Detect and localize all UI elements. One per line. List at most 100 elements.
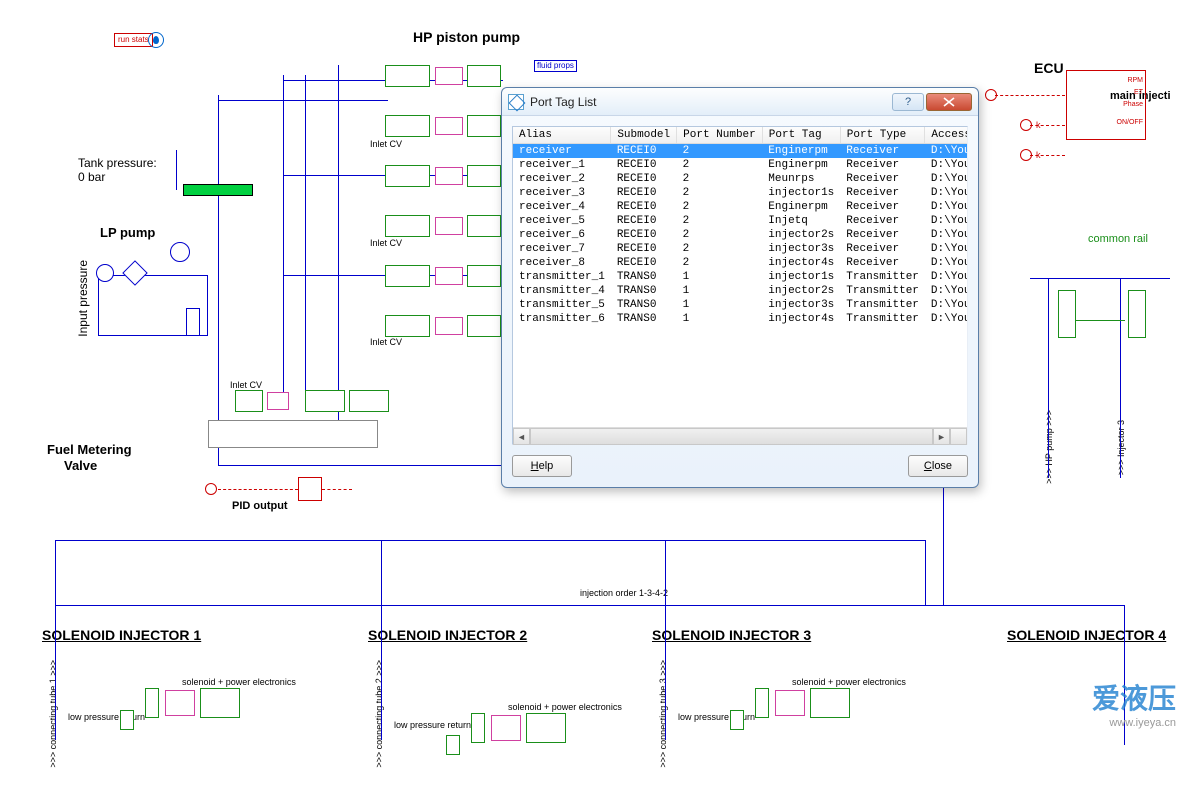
table-row[interactable]: receiver_2RECEI02MeunrpsReceiverD:\Youxu… bbox=[513, 172, 967, 186]
watermark: 爱液压 bbox=[1092, 677, 1176, 717]
injector3-arrow-label: >>> Injector 3 bbox=[1116, 420, 1126, 475]
pump-piston bbox=[435, 117, 463, 135]
pump-piston bbox=[435, 67, 463, 85]
table-cell: receiver_1 bbox=[513, 158, 611, 172]
table-cell: receiver_4 bbox=[513, 200, 611, 214]
table-cell: Meunrps bbox=[762, 172, 840, 186]
table-header[interactable]: Port Number bbox=[677, 127, 763, 144]
close-button[interactable]: Close bbox=[908, 455, 968, 477]
injection-order-label: injection order 1-3-4-2 bbox=[580, 588, 668, 598]
pump-block bbox=[385, 265, 430, 287]
table-row[interactable]: transmitter_4TRANS01injector2sTransmitte… bbox=[513, 284, 967, 298]
titlebar-help-button[interactable]: ? bbox=[892, 93, 924, 111]
scroll-left-arrow[interactable]: ◄ bbox=[513, 428, 530, 445]
table-cell: receiver_3 bbox=[513, 186, 611, 200]
table-cell: Transmitter bbox=[840, 270, 925, 284]
fuel-metering-valve-label-1: Fuel Metering bbox=[47, 442, 132, 457]
table-cell: D:\Youxun\m bbox=[925, 242, 967, 256]
pump-block bbox=[385, 215, 430, 237]
table-cell: injector4s bbox=[762, 312, 840, 326]
fuel-metering-valve-block bbox=[208, 420, 378, 448]
lp-pump-icon bbox=[170, 242, 190, 262]
table-cell: 2 bbox=[677, 214, 763, 228]
fmv-block bbox=[305, 390, 345, 412]
table-cell: 2 bbox=[677, 144, 763, 159]
table-cell: Receiver bbox=[840, 144, 925, 159]
table-row[interactable]: transmitter_6TRANS01injector4sTransmitte… bbox=[513, 312, 967, 326]
table-row[interactable]: transmitter_5TRANS01injector3sTransmitte… bbox=[513, 298, 967, 312]
dialog-titlebar[interactable]: Port Tag List ? bbox=[502, 88, 978, 116]
table-cell: 2 bbox=[677, 186, 763, 200]
table-cell: injector2s bbox=[762, 228, 840, 242]
table-cell: injector2s bbox=[762, 284, 840, 298]
table-cell: receiver_5 bbox=[513, 214, 611, 228]
table-cell: TRANS0 bbox=[611, 312, 677, 326]
table-row[interactable]: transmitter_1TRANS01injector1sTransmitte… bbox=[513, 270, 967, 284]
lp-relief bbox=[186, 308, 200, 336]
pump-block bbox=[467, 115, 501, 137]
table-header[interactable]: Submodel bbox=[611, 127, 677, 144]
common-rail-label: common rail bbox=[1088, 233, 1148, 245]
table-cell: 2 bbox=[677, 200, 763, 214]
table-row[interactable]: receiver_8RECEI02injector4sReceiverD:\Yo… bbox=[513, 256, 967, 270]
fmv-block bbox=[267, 392, 289, 410]
pump-block bbox=[467, 215, 501, 237]
table-header[interactable]: Alias bbox=[513, 127, 611, 144]
table-cell: RECEI0 bbox=[611, 214, 677, 228]
table-row[interactable]: receiver_6RECEI02injector2sReceiverD:\Yo… bbox=[513, 228, 967, 242]
table-cell: injector1s bbox=[762, 270, 840, 284]
table-row[interactable]: receiver_5RECEI02InjetqReceiverD:\Youxun… bbox=[513, 214, 967, 228]
table-cell: Receiver bbox=[840, 200, 925, 214]
table-cell: D:\Youxun\m bbox=[925, 200, 967, 214]
table-row[interactable]: receiver_1RECEI02EnginerpmReceiverD:\You… bbox=[513, 158, 967, 172]
table-cell: RECEI0 bbox=[611, 242, 677, 256]
titlebar-close-button[interactable] bbox=[926, 93, 972, 111]
injector-2-block bbox=[386, 685, 666, 795]
table-cell: transmitter_6 bbox=[513, 312, 611, 326]
injector-3-block bbox=[670, 660, 950, 770]
port-tag-table[interactable]: AliasSubmodelPort NumberPort TagPort Typ… bbox=[513, 127, 967, 326]
solenoid-injector-3-label: SOLENOID INJECTOR 3 bbox=[652, 627, 811, 643]
table-cell: 1 bbox=[677, 312, 763, 326]
solenoid-injector-2-label: SOLENOID INJECTOR 2 bbox=[368, 627, 527, 643]
help-button[interactable]: Help bbox=[512, 455, 572, 477]
connecting-tube-1-label: >>> connecting tube 1 >>> bbox=[48, 660, 58, 768]
table-cell: transmitter_5 bbox=[513, 298, 611, 312]
connecting-tube-2-label: >>> connecting tube 2 >>> bbox=[374, 660, 384, 768]
table-header[interactable]: Port Type bbox=[840, 127, 925, 144]
table-cell: RECEI0 bbox=[611, 158, 677, 172]
receiver-block bbox=[183, 184, 253, 196]
table-cell: D:\Youxun\m bbox=[925, 298, 967, 312]
horizontal-scrollbar[interactable]: ◄ ► bbox=[513, 427, 967, 444]
fmv-block bbox=[349, 390, 389, 412]
table-cell: RECEI0 bbox=[611, 144, 677, 159]
table-header[interactable]: Port Tag bbox=[762, 127, 840, 144]
table-cell: TRANS0 bbox=[611, 284, 677, 298]
pump-block bbox=[385, 115, 430, 137]
ecu-port-k: k bbox=[1036, 120, 1041, 130]
table-cell: Enginerpm bbox=[762, 144, 840, 159]
table-row[interactable]: receiver_7RECEI02injector3sReceiverD:\Yo… bbox=[513, 242, 967, 256]
table-cell: 2 bbox=[677, 256, 763, 270]
table-cell: 2 bbox=[677, 242, 763, 256]
ecu-port-icon bbox=[1020, 119, 1032, 131]
table-cell: 1 bbox=[677, 270, 763, 284]
lp-gauge bbox=[96, 264, 114, 282]
table-cell: D:\Youxun\m bbox=[925, 270, 967, 284]
table-cell: RECEI0 bbox=[611, 200, 677, 214]
pump-block bbox=[467, 265, 501, 287]
table-row[interactable]: receiver_3RECEI02injector1sReceiverD:\Yo… bbox=[513, 186, 967, 200]
injector-1-block bbox=[60, 660, 340, 770]
pump-piston bbox=[435, 167, 463, 185]
table-row[interactable]: receiver_4RECEI02EnginerpmReceiverD:\You… bbox=[513, 200, 967, 214]
scroll-thumb[interactable] bbox=[530, 428, 933, 445]
table-row[interactable]: receiverRECEI02EnginerpmReceiverD:\Youxu… bbox=[513, 144, 967, 159]
table-header[interactable]: Access path bbox=[925, 127, 967, 144]
table-cell: receiver_6 bbox=[513, 228, 611, 242]
pump-piston bbox=[435, 267, 463, 285]
table-cell: receiver bbox=[513, 144, 611, 159]
fmv-block bbox=[235, 390, 263, 412]
table-cell: D:\Youxun\m bbox=[925, 158, 967, 172]
scroll-right-arrow[interactable]: ► bbox=[933, 428, 950, 445]
table-cell: injector1s bbox=[762, 186, 840, 200]
